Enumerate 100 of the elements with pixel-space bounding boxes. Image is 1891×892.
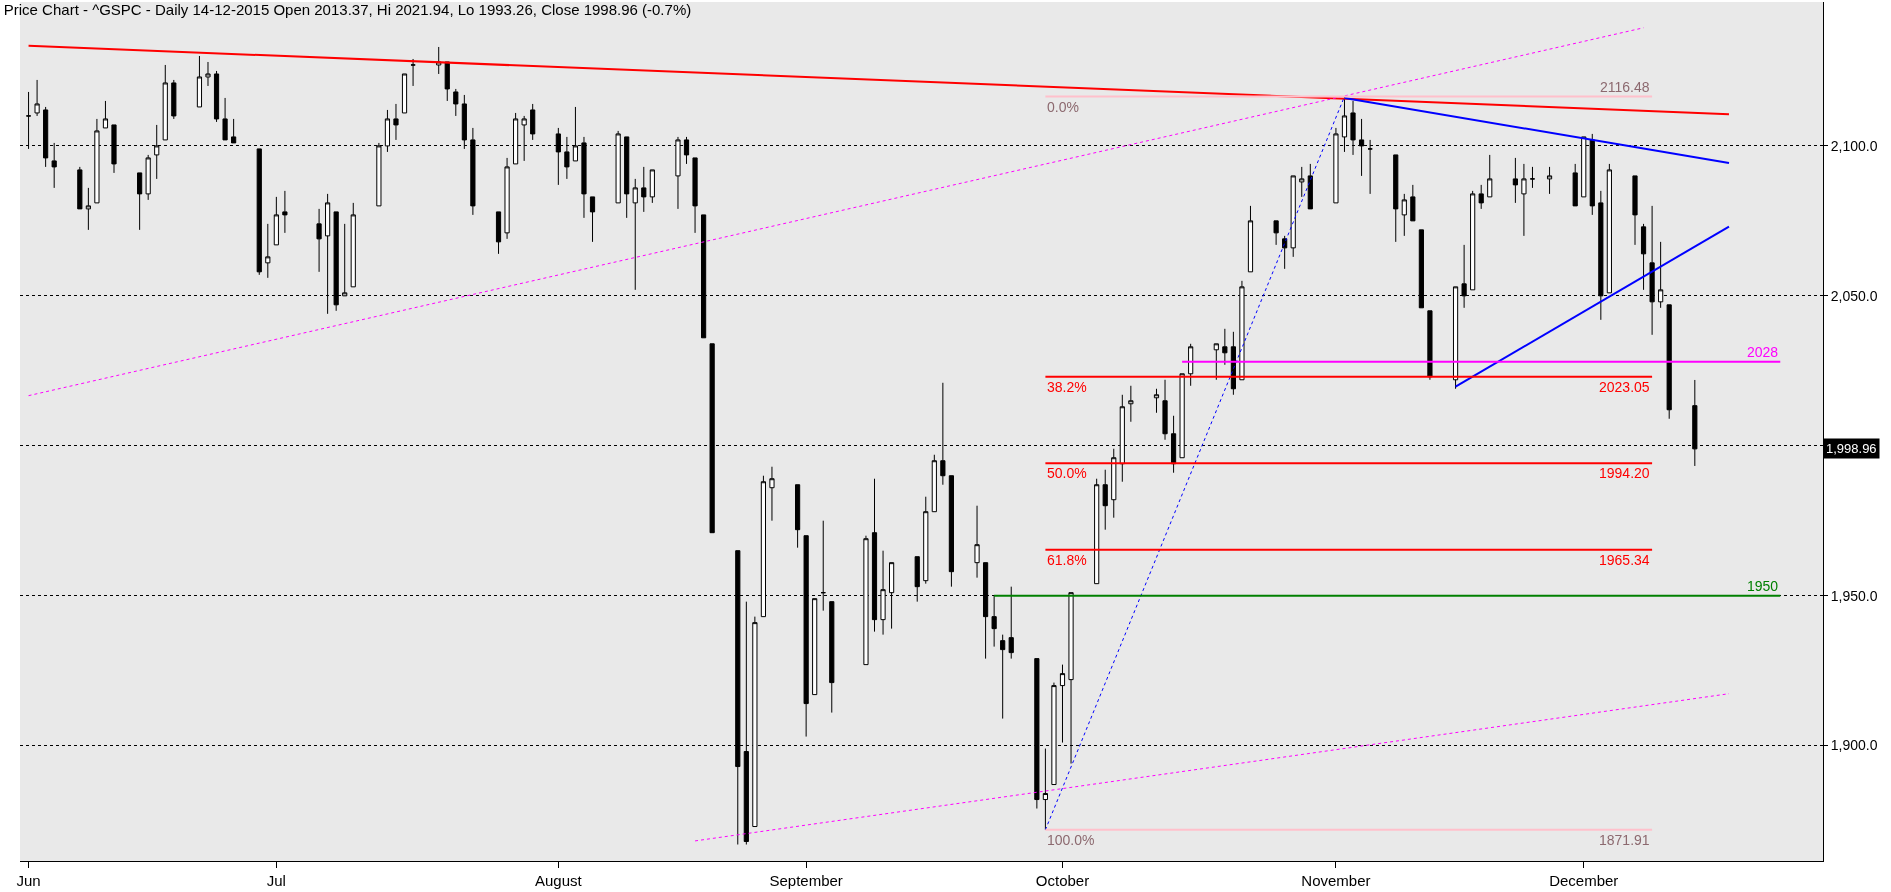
candlestick: [692, 157, 698, 234]
candlestick: [1102, 469, 1108, 531]
candlestick: [222, 97, 228, 141]
candlestick: [1470, 190, 1476, 291]
candlestick: [1478, 184, 1484, 210]
candlestick: [1128, 385, 1134, 423]
candlestick: [530, 103, 536, 141]
candlestick: [589, 196, 596, 243]
text: 1,998.96: [1826, 441, 1877, 456]
annotation: 50.0%: [1047, 465, 1087, 481]
x-tick-label: October: [1035, 872, 1090, 889]
candlestick: [1572, 163, 1578, 207]
candlestick: [795, 484, 801, 549]
chart-title: Price Chart - ^GSPC - Daily 14-12-2015 Open 2013.37, Hi 2021.94, Lo 1993.26, Close 1998.96 (-0.7%): [3, 0, 692, 18]
candlestick: [273, 196, 279, 246]
x-tick-label: September: [769, 872, 843, 889]
annotation: 1965.34: [1599, 552, 1650, 568]
candlestick: [1452, 286, 1459, 390]
candlestick: [77, 166, 83, 210]
candlestick: [1273, 220, 1279, 246]
candlestick: [453, 88, 459, 117]
candlestick: [931, 454, 937, 513]
annotation: 1994.20: [1599, 465, 1650, 481]
candlestick: [641, 166, 647, 213]
candlestick: [171, 79, 177, 120]
candlestick: [1042, 748, 1048, 831]
candlestick: [34, 79, 40, 117]
candlestick: [162, 64, 168, 141]
candlestick: [137, 172, 143, 231]
x-tick-label: August: [534, 872, 583, 889]
y-tick-label: 1,950.0: [1830, 587, 1878, 604]
candlestick: [1111, 448, 1117, 519]
candlestick: [444, 61, 450, 102]
candlestick: [1640, 223, 1647, 291]
candlestick: [1666, 304, 1672, 420]
candlestick: [1222, 328, 1228, 366]
candlestick: [769, 466, 775, 522]
candlestick: [1247, 205, 1254, 273]
x-tick-label: Jun: [16, 872, 41, 889]
annotation: 2028: [1747, 344, 1779, 360]
candlestick: [196, 55, 203, 108]
candlestick: [504, 157, 510, 240]
candlestick: [1606, 163, 1612, 294]
annotation: 1871.91: [1599, 832, 1650, 848]
candlestick: [1094, 478, 1100, 585]
candlestick: [265, 223, 271, 279]
candlestick: [1427, 310, 1433, 381]
candlestick: [1162, 379, 1168, 441]
annotation: 61.8%: [1047, 552, 1087, 568]
annotation: 38.2%: [1047, 379, 1087, 395]
candlestick: [350, 202, 356, 288]
candlestick: [495, 211, 502, 255]
candlestick: [948, 475, 954, 588]
annotation: 100.0%: [1047, 832, 1095, 848]
candlestick: [1307, 163, 1313, 210]
annotation: 2116.48: [1600, 79, 1650, 95]
x-tick-label: November: [1301, 872, 1371, 889]
candlestick: [410, 58, 416, 87]
candlestick: [1170, 415, 1177, 474]
candlestick: [1290, 175, 1296, 258]
candlestick: [812, 598, 818, 696]
candlestick: [1153, 388, 1160, 414]
candlestick: [1059, 664, 1066, 744]
y-tick-label: 2,050.0: [1830, 287, 1878, 304]
candlestick: [1393, 154, 1399, 243]
candlestick: [85, 187, 91, 231]
y-tick-label: 2,100.0: [1830, 137, 1878, 154]
candlestick: [1401, 193, 1407, 237]
candlestick: [384, 109, 391, 153]
candlestick: [923, 496, 929, 585]
candlestick: [1632, 175, 1638, 246]
candlestick: [282, 190, 288, 234]
candlestick: [205, 61, 211, 87]
candlestick: [1529, 166, 1536, 189]
candlestick: [213, 70, 220, 123]
candlestick: [43, 106, 49, 168]
candlestick: [632, 178, 638, 291]
candlestick: [393, 103, 399, 141]
annotation: 1950: [1747, 578, 1779, 594]
candlestick: [145, 154, 151, 201]
candlestick: [1546, 166, 1553, 195]
x-tick-label: Jul: [266, 872, 286, 889]
candlestick: [1213, 343, 1219, 381]
candlestick: [1299, 166, 1305, 198]
candlestick: [316, 208, 322, 273]
candlestick: [1512, 157, 1518, 204]
candlestick: [829, 601, 835, 714]
candlestick: [1188, 343, 1194, 387]
x-tick-label: December: [1549, 872, 1619, 889]
y-tick-label: 1,900.0: [1830, 737, 1878, 754]
candlestick: [1282, 235, 1288, 270]
candlestick: [1410, 184, 1416, 222]
candlestick: [1000, 634, 1006, 720]
annotation: 2023.05: [1599, 379, 1650, 395]
candlestick: [974, 505, 980, 579]
candlestick: [649, 169, 655, 204]
candlestick: [401, 73, 408, 114]
candlestick: [1487, 154, 1493, 198]
candlestick: [102, 100, 109, 129]
candlestick: [1521, 163, 1527, 237]
